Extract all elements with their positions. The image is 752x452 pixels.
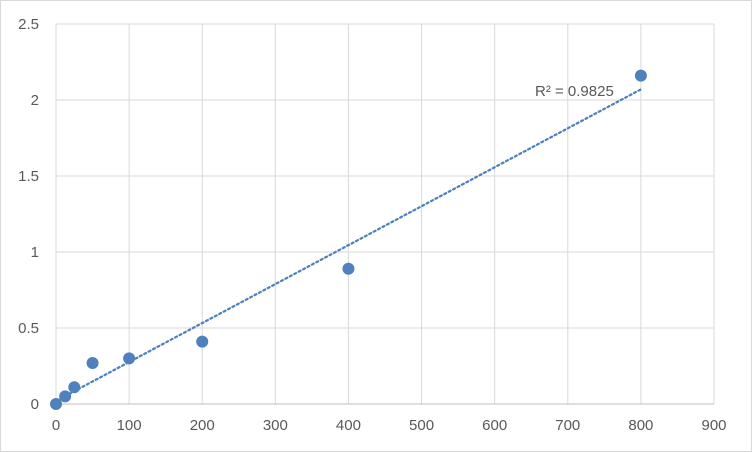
x-tick-label: 300 (263, 417, 288, 434)
x-tick-label: 400 (336, 417, 361, 434)
y-tick-label: 0 (31, 396, 39, 413)
x-tick-label: 600 (482, 417, 507, 434)
r-squared-label: R² = 0.9825 (535, 83, 614, 100)
trendline (54, 88, 643, 403)
x-tick-label: 0 (52, 417, 60, 434)
data-point (634, 69, 647, 82)
x-tick-label: 500 (409, 417, 434, 434)
y-tick-label: 0.5 (18, 320, 39, 337)
data-point (50, 398, 62, 410)
data-point (123, 352, 136, 365)
grid-lines (56, 23, 715, 404)
y-tick-label: 2 (31, 92, 39, 109)
data-point (196, 335, 209, 348)
data-point (59, 390, 72, 403)
x-tick-label: 800 (628, 417, 653, 434)
data-point (342, 262, 355, 275)
y-tick-label: 1 (31, 244, 39, 261)
data-point (86, 356, 99, 369)
tick-labels: 0 100 200 300 400 500 600 700 800 900 0 0.5 1 1.5 2 2.5 (18, 16, 726, 434)
trendline-layer (54, 88, 643, 403)
y-tick-label: 1.5 (18, 168, 39, 185)
annotation-layer: R² = 0.9825 (535, 83, 614, 100)
x-tick-label: 100 (117, 417, 142, 434)
data-point (68, 381, 81, 394)
data-points (50, 69, 647, 410)
y-tick-label: 2.5 (18, 16, 39, 33)
axes (55, 24, 714, 405)
x-tick-label: 900 (701, 417, 726, 434)
x-tick-label: 700 (555, 417, 580, 434)
x-tick-label: 200 (190, 417, 215, 434)
